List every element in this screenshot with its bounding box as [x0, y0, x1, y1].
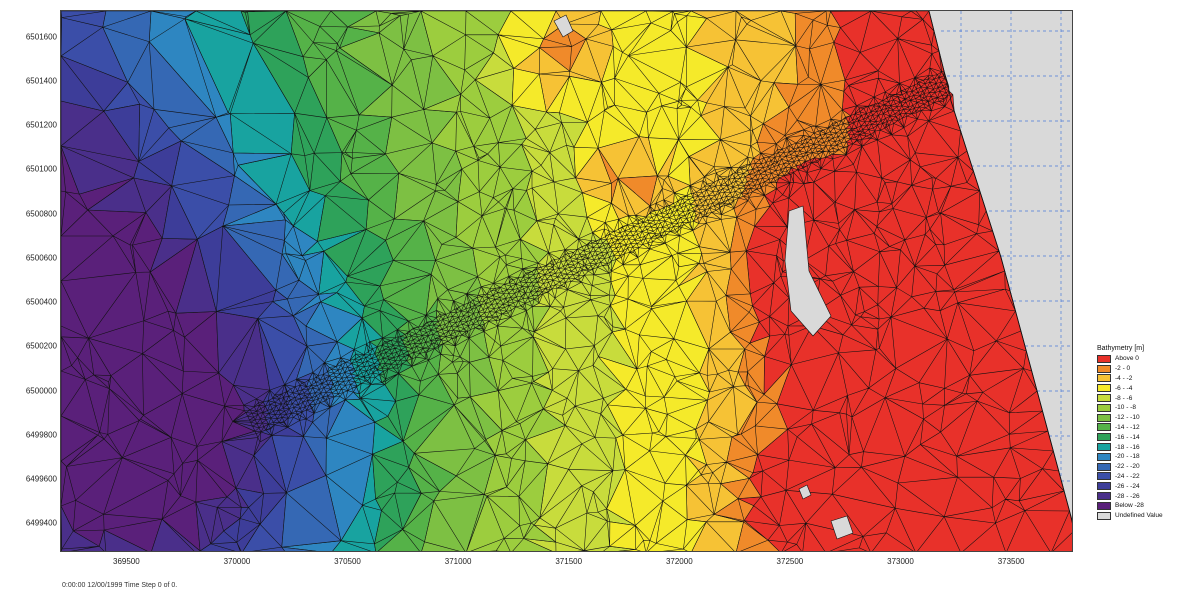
legend-swatch: [1097, 472, 1111, 481]
x-tick-label: 369500: [112, 557, 140, 566]
y-tick-label: 6500600: [25, 253, 57, 263]
legend-item: -4 - -2: [1097, 374, 1197, 384]
legend-swatch: [1097, 423, 1111, 432]
legend-label: -24 - -22: [1115, 472, 1140, 480]
island-undefined: [553, 14, 574, 38]
mesh-depth-band: [61, 145, 256, 551]
y-tick-label: 6501400: [25, 76, 57, 86]
x-tick-label: 370500: [334, 557, 361, 566]
legend-title: Bathymetry [m]: [1097, 345, 1145, 352]
legend-item: Below -28: [1097, 501, 1197, 511]
legend-item: -10 - -8: [1097, 403, 1197, 413]
legend-label: -6 - -4: [1115, 384, 1133, 392]
legend-item: -28 - -26: [1097, 491, 1197, 501]
y-tick-label: 6500000: [25, 386, 57, 395]
bathymetry-map[interactable]: [60, 10, 1073, 552]
legend-items: Above 0 -2 - 0 -4 - -2 -6 - -4 -8 - -6 -10 - …: [1097, 354, 1197, 521]
mesh-depth-band: [497, 11, 729, 551]
island-undefined: [784, 205, 832, 337]
x-tick-label: 372500: [776, 557, 804, 566]
legend-item: -20 - -18: [1097, 452, 1197, 462]
mesh-depth-band: [539, 11, 853, 551]
legend-swatch: [1097, 433, 1111, 442]
legend-swatch: [1097, 501, 1111, 510]
legend-item: -8 - -6: [1097, 393, 1197, 403]
legend-swatch: [1097, 394, 1111, 403]
x-tick-label: 373500: [997, 557, 1025, 566]
legend-item: -22 - -20: [1097, 462, 1197, 472]
legend-item: -12 - -10: [1097, 413, 1197, 423]
land-area: [929, 11, 1072, 521]
legend-label: -14 - -12: [1115, 423, 1140, 431]
mesh-depth-band: [61, 100, 273, 551]
legend-item: -18 - -16: [1097, 442, 1197, 452]
y-tick-label: 6500200: [25, 341, 57, 351]
legend-swatch: [1097, 443, 1111, 452]
legend-label: -2 - 0: [1115, 365, 1131, 373]
legend-swatch: [1097, 462, 1111, 471]
mesh-depth-band: [285, 11, 457, 551]
legend-label: -26 - -24: [1115, 482, 1140, 490]
legend-swatch: [1097, 511, 1111, 520]
legend-item: Above 0: [1097, 354, 1197, 364]
island-undefined: [798, 484, 812, 500]
y-tick-label: 6500800: [25, 209, 57, 219]
island-undefined: [830, 515, 854, 540]
legend: Bathymetry [m] Above 0 -2 - 0 -4 - -2 -6 - …: [1097, 343, 1197, 521]
legend-label: -18 - -16: [1115, 443, 1140, 451]
legend-label: Undefined Value: [1115, 512, 1163, 520]
x-tick-label: 370000: [223, 557, 251, 566]
legend-item: Undefined Value: [1097, 511, 1197, 521]
legend-label: -20 - -18: [1115, 453, 1140, 461]
x-tick-label: 373000: [887, 557, 914, 566]
y-tick-label: 6500400: [25, 297, 57, 307]
mesh-depth-band: [61, 55, 304, 551]
mesh-depth-band: [420, 11, 566, 551]
x-tick-label: 372000: [665, 557, 693, 566]
legend-swatch: [1097, 413, 1111, 422]
legend-swatch: [1097, 364, 1111, 373]
legend-item: -16 - -14: [1097, 432, 1197, 442]
y-tick-label: 6501200: [25, 120, 57, 130]
legend-item: -24 - -22: [1097, 472, 1197, 482]
y-tick-label: 6499800: [25, 430, 57, 440]
legend-item: -6 - -4: [1097, 383, 1197, 393]
legend-label: Below -28: [1115, 502, 1144, 510]
legend-item: -14 - -12: [1097, 423, 1197, 433]
legend-swatch: [1097, 374, 1111, 383]
mesh-depth-band: [240, 11, 422, 551]
x-tick-label: 371500: [555, 557, 583, 566]
legend-item: -2 - 0: [1097, 364, 1197, 374]
legend-swatch: [1097, 403, 1111, 412]
legend-swatch: [1097, 384, 1111, 393]
status-text: 0:00:00 12/00/1999 Time Step 0 of 0.: [62, 582, 178, 589]
legend-swatch: [1097, 482, 1111, 491]
y-tick-label: 6501000: [25, 164, 57, 174]
legend-label: Above 0: [1115, 355, 1139, 363]
legend-swatch: [1097, 492, 1111, 501]
x-tick-label: 371000: [444, 557, 472, 566]
legend-label: -8 - -6: [1115, 394, 1133, 402]
legend-swatch: [1097, 452, 1111, 461]
y-tick-label: 6499400: [25, 518, 57, 528]
legend-label: -22 - -20: [1115, 463, 1140, 471]
mesh-triangles: [61, 11, 1072, 551]
mesh-depth-band: [102, 11, 346, 551]
legend-swatch: [1097, 354, 1111, 363]
legend-label: -12 - -10: [1115, 414, 1140, 422]
coastline: [928, 11, 1072, 522]
legend-label: -28 - -26: [1115, 492, 1140, 500]
y-tick-label: 6501600: [25, 32, 57, 42]
legend-label: -10 - -8: [1115, 404, 1136, 412]
mesh-canvas: [61, 11, 1072, 551]
y-tick-label: 6499600: [25, 474, 57, 484]
legend-item: -26 - -24: [1097, 481, 1197, 491]
legend-label: -16 - -14: [1115, 433, 1140, 441]
mesh-depth-band: [61, 11, 327, 551]
legend-label: -4 - -2: [1115, 374, 1133, 382]
